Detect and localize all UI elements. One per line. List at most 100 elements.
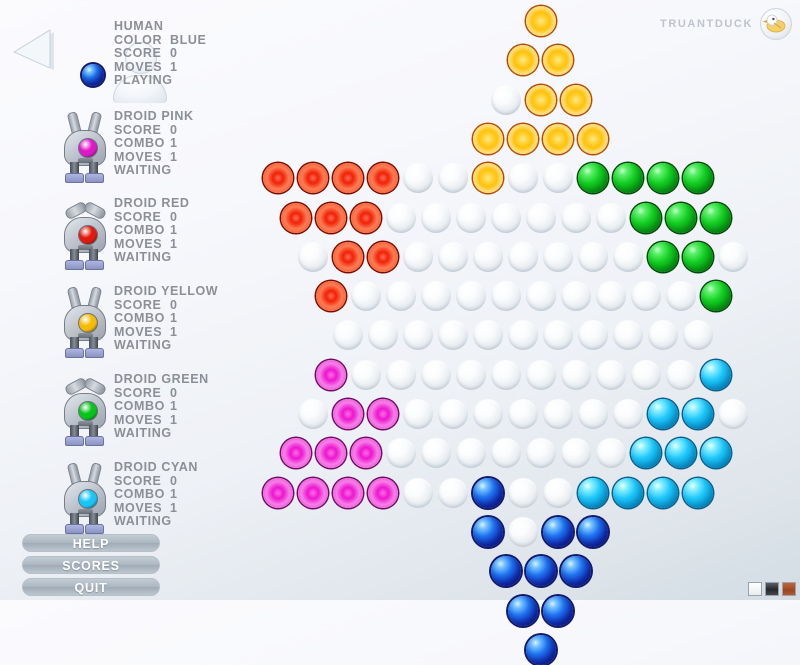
help-button[interactable]: HELP (22, 534, 160, 552)
board-hole[interactable] (385, 359, 416, 390)
board-marble-red[interactable] (263, 163, 293, 194)
board-hole[interactable] (543, 320, 573, 351)
board-marble-cyan[interactable] (683, 477, 713, 508)
board-marble-cyan[interactable] (683, 399, 713, 429)
board-marble-red[interactable] (298, 163, 328, 194)
board-hole[interactable] (385, 281, 416, 312)
board-marble-blue[interactable] (543, 595, 573, 626)
board-hole[interactable] (595, 281, 626, 312)
board-marble-green[interactable] (700, 202, 731, 233)
board-hole[interactable] (298, 241, 328, 272)
board-marble-magenta[interactable] (333, 399, 363, 429)
board-hole[interactable] (560, 202, 591, 233)
brand-logo[interactable]: TRUANTDUCK (660, 8, 792, 40)
board-marble-green[interactable] (613, 163, 643, 194)
board-hole[interactable] (613, 320, 643, 351)
board-hole[interactable] (490, 281, 521, 312)
board-hole[interactable] (718, 399, 748, 429)
board-hole[interactable] (543, 399, 573, 429)
board-marble-yellow[interactable] (473, 123, 503, 154)
board-marble-green[interactable] (683, 163, 713, 194)
board-hole[interactable] (490, 202, 521, 233)
board-hole[interactable] (455, 202, 486, 233)
board-hole[interactable] (403, 163, 433, 194)
board-hole[interactable] (350, 359, 381, 390)
board-marble-red[interactable] (315, 281, 346, 312)
board-marble-magenta[interactable] (368, 399, 398, 429)
board-marble-green[interactable] (648, 241, 678, 272)
board-hole[interactable] (665, 281, 696, 312)
board-marble-yellow[interactable] (508, 45, 538, 76)
board-marble-blue[interactable] (490, 556, 521, 587)
board-hole[interactable] (508, 399, 538, 429)
board-hole[interactable] (385, 438, 416, 469)
board-hole[interactable] (420, 202, 451, 233)
theme-dark-swatch[interactable] (765, 582, 779, 596)
board-marble-blue[interactable] (473, 516, 503, 547)
board-hole[interactable] (438, 477, 468, 508)
board-hole[interactable] (648, 320, 678, 351)
board-hole[interactable] (595, 202, 626, 233)
board-hole[interactable] (543, 163, 573, 194)
board-marble-red[interactable] (315, 202, 346, 233)
board-marble-magenta[interactable] (315, 359, 346, 390)
board-hole[interactable] (683, 320, 713, 351)
board-hole[interactable] (403, 320, 433, 351)
board-hole[interactable] (403, 241, 433, 272)
board-hole[interactable] (508, 163, 538, 194)
board-marble-cyan[interactable] (578, 477, 608, 508)
board-marble-blue[interactable] (560, 556, 591, 587)
board-marble-cyan[interactable] (700, 438, 731, 469)
board-marble-blue[interactable] (578, 516, 608, 547)
board-hole[interactable] (438, 399, 468, 429)
board-hole[interactable] (508, 516, 538, 547)
board-marble-magenta[interactable] (298, 477, 328, 508)
scores-button[interactable]: SCORES (22, 556, 160, 574)
board-marble-blue[interactable] (543, 516, 573, 547)
board-marble-green[interactable] (700, 281, 731, 312)
board-hole[interactable] (455, 281, 486, 312)
board-marble-magenta[interactable] (350, 438, 381, 469)
board-hole[interactable] (455, 359, 486, 390)
board-hole[interactable] (718, 241, 748, 272)
board-hole[interactable] (578, 399, 608, 429)
board-marble-magenta[interactable] (263, 477, 293, 508)
board-hole[interactable] (420, 359, 451, 390)
board-hole[interactable] (455, 438, 486, 469)
board-marble-yellow[interactable] (525, 6, 556, 36)
board-hole[interactable] (630, 281, 661, 312)
board-hole[interactable] (613, 241, 643, 272)
board-hole[interactable] (473, 320, 503, 351)
board-hole[interactable] (350, 281, 381, 312)
board-marble-yellow[interactable] (508, 123, 538, 154)
board-hole[interactable] (490, 359, 521, 390)
board-hole[interactable] (420, 281, 451, 312)
board-hole[interactable] (665, 359, 696, 390)
board-marble-red[interactable] (368, 241, 398, 272)
board-hole[interactable] (560, 438, 591, 469)
board-marble-green[interactable] (665, 202, 696, 233)
board-marble-cyan[interactable] (630, 438, 661, 469)
theme-swatches[interactable] (748, 582, 796, 596)
board-marble-magenta[interactable] (315, 438, 346, 469)
board-hole[interactable] (333, 320, 363, 351)
board-hole[interactable] (490, 438, 521, 469)
board-hole[interactable] (403, 477, 433, 508)
board-hole[interactable] (578, 241, 608, 272)
board-marble-red[interactable] (350, 202, 381, 233)
board-marble-green[interactable] (683, 241, 713, 272)
board-marble-blue[interactable] (525, 634, 556, 665)
board-hole[interactable] (420, 438, 451, 469)
board-hole[interactable] (385, 202, 416, 233)
board-hole[interactable] (613, 399, 643, 429)
board-hole[interactable] (525, 281, 556, 312)
board-hole[interactable] (543, 477, 573, 508)
board-marble-cyan[interactable] (648, 477, 678, 508)
board-hole[interactable] (438, 163, 468, 194)
board-marble-red[interactable] (333, 241, 363, 272)
board-marble-red[interactable] (280, 202, 311, 233)
board-marble-blue[interactable] (525, 556, 556, 587)
theme-wood-swatch[interactable] (782, 582, 796, 596)
board-hole[interactable] (525, 202, 556, 233)
